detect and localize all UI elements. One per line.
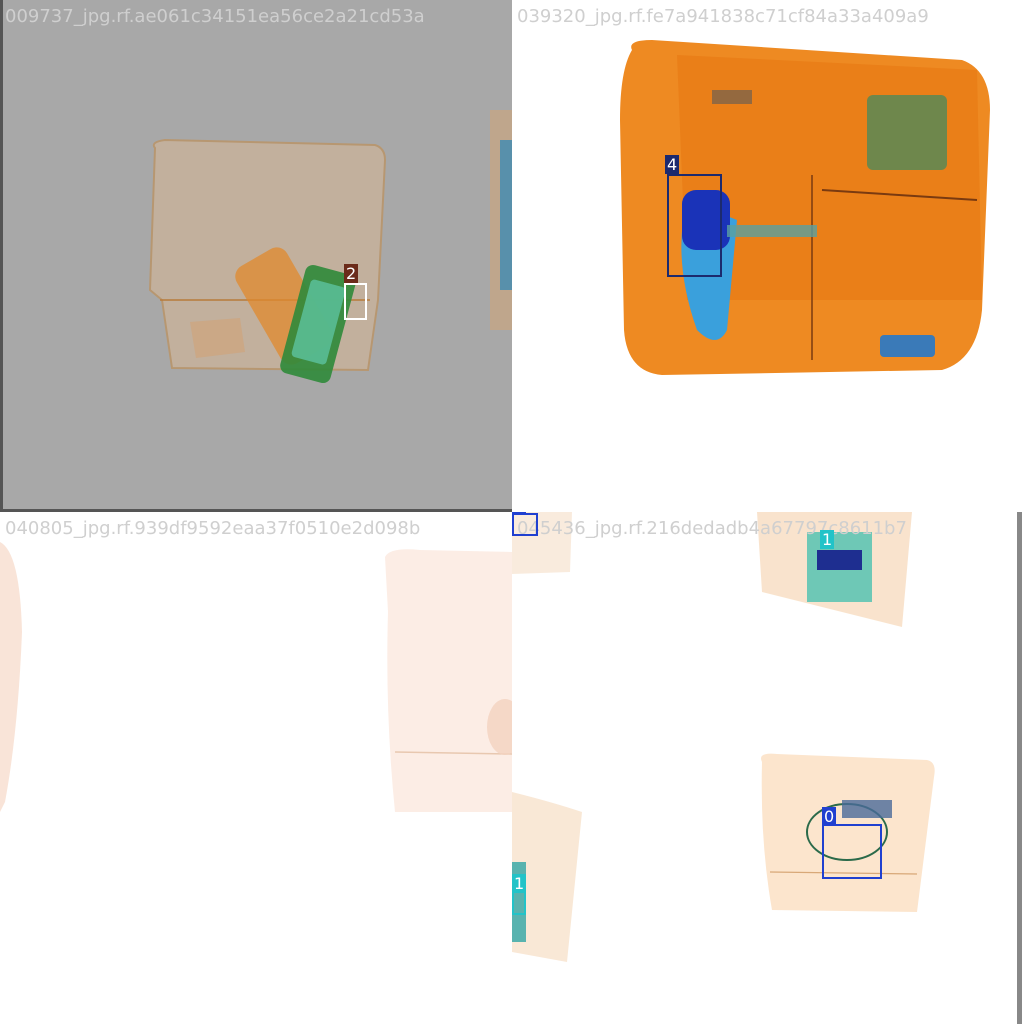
detection-class-label: 0	[822, 807, 837, 826]
xray-faint-bins	[0, 542, 512, 812]
detection-class-label: 0	[512, 512, 527, 513]
xray-bin-with-phone	[148, 110, 512, 384]
xray-suitcase	[620, 40, 990, 375]
tile-border	[0, 0, 3, 512]
mosaic-tile-top-right: 039320_jpg.rf.fe7a941838c71cf84a33a409a9…	[512, 0, 1024, 512]
mosaic-tile-bottom-left: 040805_jpg.rf.939df9592eaa37f0510e2d098b	[0, 512, 512, 1024]
detection-class-label: 1	[820, 530, 835, 549]
detection-class-label: 4	[665, 155, 680, 174]
detection-box	[667, 174, 722, 277]
mosaic-tile-bottom-right: 045436_jpg.rf.216dedadb4a67797c8611b7 0 …	[512, 512, 1024, 1024]
detection-class-label: 2	[344, 264, 359, 283]
tile-border	[1017, 512, 1022, 1024]
image-filename: 009737_jpg.rf.ae061c34151ea56ce2a21cd53a	[5, 6, 425, 27]
detection-box	[344, 283, 367, 320]
tile-border	[0, 509, 512, 512]
detection-class-label: 1	[512, 874, 527, 893]
xray-bins-with-electronics	[512, 512, 935, 962]
image-filename: 045436_jpg.rf.216dedadb4a67797c8611b7	[517, 518, 907, 539]
detection-box	[822, 824, 882, 879]
image-filename: 039320_jpg.rf.fe7a941838c71cf84a33a409a9	[517, 6, 929, 27]
mosaic-tile-top-left: 009737_jpg.rf.ae061c34151ea56ce2a21cd53a…	[0, 0, 512, 512]
detection-box	[512, 513, 538, 536]
image-filename: 040805_jpg.rf.939df9592eaa37f0510e2d098b	[5, 518, 421, 539]
